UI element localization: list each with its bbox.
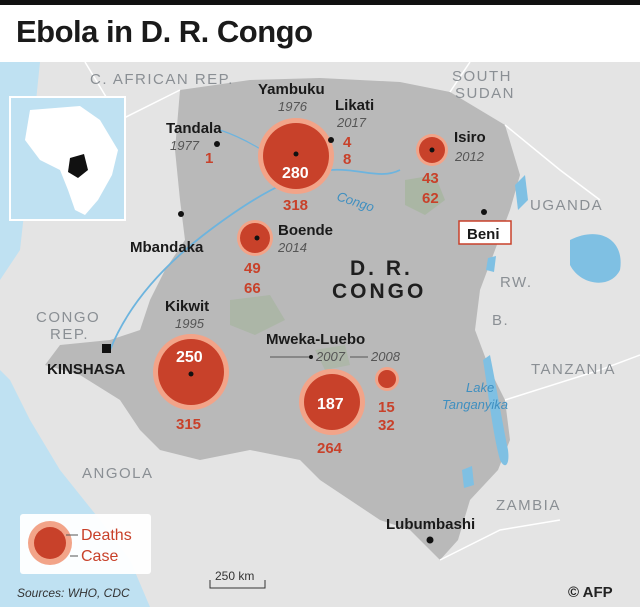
- legend-deaths: Deaths: [81, 527, 132, 544]
- label-congo-rep: CONGO: [36, 309, 100, 326]
- label-mbandaka: Mbandaka: [130, 239, 204, 256]
- cases-yambuku: 318: [283, 197, 308, 214]
- beni-box: [458, 220, 512, 245]
- drc-highlight: [68, 154, 88, 178]
- afp-credit: © AFP: [568, 584, 613, 601]
- label-tanzania: TANZANIA: [531, 361, 616, 378]
- legend: Deaths Case: [20, 514, 151, 574]
- label-beni: Beni: [467, 226, 500, 243]
- place-kikwit: Kikwit: [165, 298, 209, 315]
- inset-map: [9, 96, 126, 221]
- deaths-boende: 49: [244, 260, 261, 277]
- label-lubumbashi: Lubumbashi: [386, 516, 475, 533]
- place-mweka-luebo: Mweka-Luebo: [266, 331, 365, 348]
- legend-cases: Case: [81, 548, 118, 565]
- cases-kikwit: 315: [176, 416, 201, 433]
- scale-bar: 250 km: [209, 569, 266, 589]
- label-south-sudan-2: SUDAN: [455, 85, 515, 102]
- place-likati: Likati: [335, 97, 374, 114]
- year-mweka-2008: 2008: [370, 349, 401, 364]
- year-boende: 2014: [277, 240, 307, 255]
- border-line: [439, 519, 561, 561]
- deaths-likati: 4: [343, 134, 352, 151]
- location-dot: [293, 151, 299, 157]
- deaths-mweka-2008: 15: [378, 399, 395, 416]
- page-title: Ebola in D. R. Congo: [16, 14, 313, 49]
- death-bubble-mweka-2008: [378, 370, 396, 388]
- year-isiro: 2012: [454, 149, 485, 164]
- label-car: C. AFRICAN REP.: [90, 71, 234, 88]
- label-congo-rep-2: REP.: [50, 326, 89, 343]
- label-lake-2: Tanganyika: [442, 397, 508, 412]
- top-rule: [0, 0, 640, 5]
- deaths-isiro: 43: [422, 170, 439, 187]
- capital-marker: [102, 344, 111, 353]
- forest-patch: [315, 345, 350, 370]
- sources: Sources: WHO, CDC: [17, 586, 130, 600]
- city-dot-mbandaka: [178, 211, 184, 217]
- border-line: [504, 354, 640, 401]
- deaths-tandala: 1: [205, 150, 213, 167]
- location-dot: [429, 147, 435, 153]
- label-drc-2: CONGO: [332, 280, 426, 303]
- death-bubble-mweka-2007: [304, 374, 360, 430]
- deaths-kikwit: 250: [176, 349, 203, 366]
- label-rwanda: RW.: [500, 274, 533, 291]
- location-dot: [328, 137, 334, 143]
- label-kinshasa: KINSHASA: [47, 361, 126, 378]
- year-kikwit: 1995: [175, 316, 205, 331]
- location-dot: [309, 355, 313, 359]
- lake-tanganyika: [483, 355, 509, 466]
- location-dot: [188, 371, 194, 377]
- label-south-sudan: SOUTH: [452, 68, 512, 85]
- place-boende: Boende: [278, 222, 333, 239]
- place-yambuku: Yambuku: [258, 81, 325, 98]
- label-angola: ANGOLA: [82, 465, 154, 482]
- label-uganda: UGANDA: [530, 197, 603, 214]
- legend-death-circle: [34, 527, 66, 559]
- city-dot-beni: [481, 209, 487, 215]
- label-burundi: B.: [492, 312, 509, 329]
- lake-edward: [486, 256, 496, 272]
- cases-boende: 66: [244, 280, 261, 297]
- location-dot: [254, 235, 260, 241]
- border-line: [449, 62, 471, 93]
- cases-mweka-2007: 264: [317, 440, 343, 457]
- congo-river: [109, 168, 401, 351]
- lake-albert: [515, 175, 528, 210]
- cases-isiro: 62: [422, 190, 439, 207]
- city-dot-lubumbashi: [426, 536, 434, 544]
- location-dot: [214, 141, 220, 147]
- year-tandala: 1977: [170, 138, 200, 153]
- cases-likati: 8: [343, 151, 351, 168]
- year-mweka-2007: 2007: [315, 349, 346, 364]
- label-lake: Lake: [466, 380, 494, 395]
- forest-patch: [405, 175, 445, 215]
- scale-line: [209, 580, 266, 589]
- label-drc: D. R.: [350, 257, 413, 280]
- forest-patch: [230, 295, 285, 335]
- scale-label: 250 km: [215, 569, 254, 583]
- cases-mweka-2008: 32: [378, 417, 395, 434]
- label-zambia: ZAMBIA: [496, 497, 561, 514]
- deaths-yambuku: 280: [282, 165, 309, 182]
- deaths-mweka-2007: 187: [317, 396, 344, 413]
- year-yambuku: 1976: [278, 99, 308, 114]
- year-likati: 2017: [336, 115, 367, 130]
- lake-mweru: [462, 466, 474, 488]
- map: C. AFRICAN REP. SOUTH SUDAN UGANDA RW. B…: [0, 62, 640, 607]
- lake-victoria: [570, 234, 621, 283]
- border-line: [504, 124, 601, 201]
- place-tandala: Tandala: [166, 120, 222, 137]
- place-isiro: Isiro: [454, 129, 486, 146]
